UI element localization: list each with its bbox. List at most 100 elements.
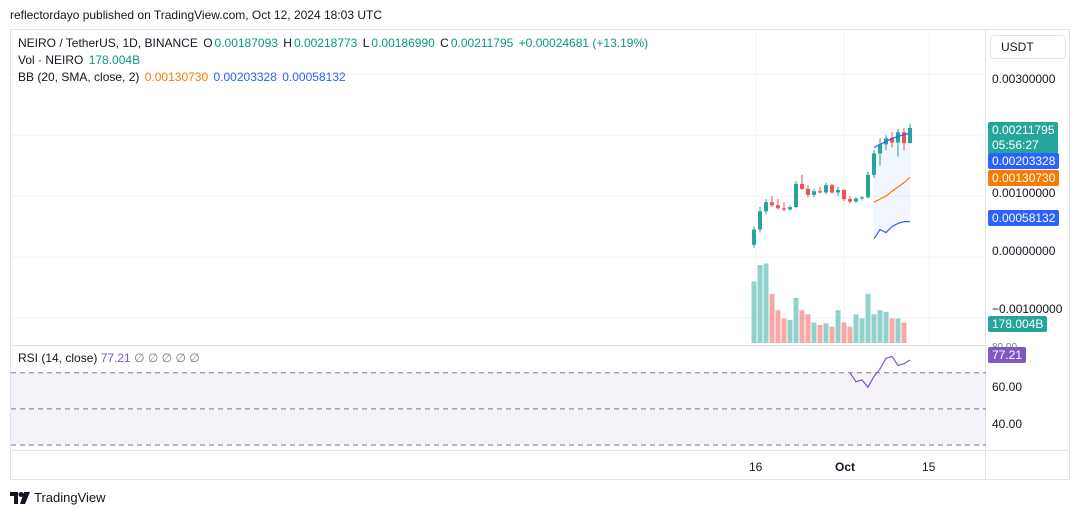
candle-body (764, 202, 768, 212)
rsi-chart-svg (11, 355, 986, 446)
volume-bar (799, 310, 805, 343)
ohlc-legend: NEIRO / TetherUS, 1D, BINANCE O 0.0018709… (18, 36, 650, 50)
volume-bar (889, 318, 895, 343)
volume-bar (823, 323, 829, 343)
tradingview-brand[interactable]: TradingView (10, 490, 106, 505)
last-price-value: 0.00211795 (992, 123, 1055, 137)
price-pane[interactable]: NEIRO / TetherUS, 1D, BINANCE O 0.0018709… (11, 30, 986, 344)
close-value: 0.00211795 (450, 36, 514, 50)
volume-bar (805, 314, 811, 343)
candle-body (902, 132, 906, 144)
price-axis-label: −0.00100000 (992, 302, 1063, 316)
candle-body (818, 191, 822, 193)
volume-bar (811, 322, 817, 343)
volume-bar (763, 263, 769, 343)
volume-bar (793, 297, 799, 343)
axis-corner (986, 450, 1070, 480)
volume-bar (865, 293, 871, 343)
volume-bar (841, 322, 847, 343)
volume-bar (775, 310, 781, 343)
volume-bar (829, 326, 835, 343)
volume-bar (901, 322, 907, 343)
candle-body (830, 185, 834, 193)
candle-body (854, 198, 858, 202)
rsi-tag: 77.21 (988, 347, 1027, 363)
volume-bar (847, 326, 853, 343)
bb-basis-line (873, 176, 911, 203)
publish-caption: reflectordayo published on TradingView.c… (10, 8, 382, 22)
candle-body (890, 138, 894, 143)
bb-basis-value: 0.00130730 (144, 70, 209, 84)
bb-lower-value: 0.00058132 (282, 70, 346, 84)
candle-body (758, 211, 762, 230)
rsi-axis-label: 40.00 (992, 417, 1023, 431)
time-axis-label: Oct (835, 460, 856, 474)
close-label: C (440, 36, 449, 50)
rsi-axis-label: 60.00 (992, 380, 1023, 394)
rsi-line (849, 355, 911, 389)
bb-upper-line (873, 132, 911, 148)
volume-bar (817, 324, 823, 343)
volume-bar (769, 293, 775, 343)
candle-body (896, 132, 900, 143)
bb-lower-tag: 0.00058132 (988, 210, 1060, 226)
volume-bar (787, 320, 793, 343)
bb-band-fill (874, 133, 910, 239)
tradingview-logo-icon (10, 491, 30, 504)
volume-bar (883, 311, 889, 343)
bb-upper-tag: 0.00203328 (988, 153, 1060, 169)
candle-body (806, 188, 810, 195)
brand-name: TradingView (34, 490, 106, 505)
candle-body (788, 207, 792, 210)
candle-body (836, 190, 840, 193)
volume-bar (757, 265, 763, 343)
volume-bar (895, 318, 901, 343)
candle-body (908, 127, 912, 144)
rsi-pane[interactable]: RSI (14, close) 77.21 ∅ ∅ ∅ ∅ ∅ (11, 345, 986, 449)
time-axis[interactable]: 16 Oct 15 (11, 450, 986, 480)
volume-value: 178.004B (88, 53, 141, 67)
candle-body (800, 183, 804, 189)
last-price-tag: 0.00211795 05:56:27 (988, 122, 1058, 154)
candle-body (866, 174, 870, 198)
candle-body (848, 199, 852, 202)
volume-tag: 178.004B (988, 316, 1048, 332)
rsi-legend: RSI (14, close) 77.21 ∅ ∅ ∅ ∅ ∅ (18, 351, 200, 365)
symbol-label[interactable]: NEIRO / TetherUS, 1D, BINANCE (18, 36, 198, 50)
change-value: +0.00024681 (+13.19%) (518, 36, 649, 50)
low-label: L (362, 36, 370, 50)
candle-body (776, 205, 780, 209)
low-value: 0.00186990 (371, 36, 435, 50)
volume-bar (853, 314, 859, 343)
volume-label[interactable]: Vol · NEIRO (18, 53, 84, 67)
currency-button[interactable]: USDT (990, 35, 1066, 59)
high-label: H (283, 36, 292, 50)
volume-bar (871, 314, 877, 343)
bb-basis-tag: 0.00130730 (988, 170, 1060, 186)
price-chart-svg (11, 30, 986, 344)
bb-legend: BB (20, SMA, close, 2) 0.00130730 0.0020… (18, 70, 348, 84)
candle-body (860, 197, 864, 199)
time-axis-label: 15 (922, 460, 936, 474)
rsi-value: 77.21 (100, 351, 131, 365)
price-axis-label: 0.00000000 (992, 244, 1056, 258)
volume-bar (877, 310, 883, 343)
candle-body (872, 153, 876, 175)
rsi-extras: ∅ ∅ ∅ ∅ ∅ (134, 351, 200, 365)
candle-body (770, 202, 774, 206)
candle-body (842, 190, 846, 200)
open-label: O (203, 36, 213, 50)
volume-bar (835, 310, 841, 343)
volume-bar (859, 318, 865, 343)
candle-body (812, 191, 816, 195)
candle-body (824, 185, 828, 193)
bb-label[interactable]: BB (20, SMA, close, 2) (18, 70, 140, 84)
candle-body (878, 144, 882, 154)
rsi-label[interactable]: RSI (14, close) (18, 351, 98, 365)
volume-legend: Vol · NEIRO 178.004B (18, 53, 142, 67)
high-value: 0.00218773 (293, 36, 358, 50)
open-value: 0.00187093 (214, 36, 278, 50)
candle-body (794, 183, 798, 208)
price-axis-label: 0.00100000 (992, 186, 1056, 200)
time-axis-label: 16 (749, 460, 763, 474)
